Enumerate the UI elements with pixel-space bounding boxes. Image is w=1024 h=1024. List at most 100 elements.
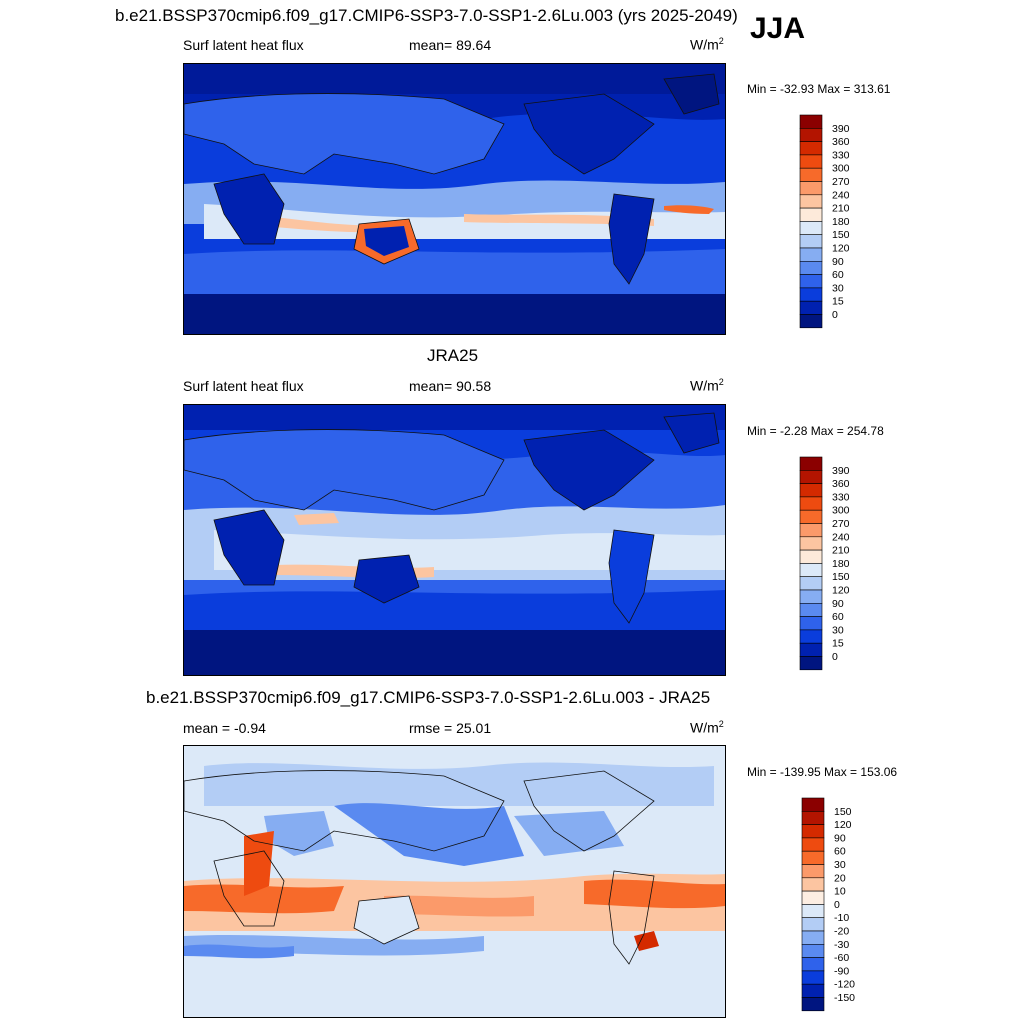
colorbar-tick-label: -120 [834,979,855,991]
colorbar-swatch [801,837,825,852]
colorbar-tick-label: 15 [832,638,844,650]
colorbar-tick-label: 120 [832,243,850,255]
colorbar-tick-label: -10 [834,912,849,924]
colorbar-tick-label: 330 [832,491,850,503]
colorbar-swatch [799,656,823,671]
colorbar-swatch [801,983,825,998]
colorbar-tick-label: 120 [832,585,850,597]
colorbar-tick-label: 150 [832,571,850,583]
colorbar-swatch [799,234,823,249]
colorbar-swatch [801,917,825,932]
colorbar-swatch [801,904,825,919]
colorbar-swatch [801,930,825,945]
panel-1-map [183,63,726,335]
colorbar-tick-label: 90 [832,598,844,610]
panel-2-minmax: Min = -2.28 Max = 254.78 [747,424,884,438]
colorbar-swatch [799,589,823,604]
colorbar-swatch [799,167,823,182]
panel-3-map-field [184,746,725,1017]
panel-1-map-field [184,64,725,334]
colorbar-swatch [801,864,825,879]
colorbar-tick-label: 10 [834,886,846,898]
colorbar-swatch [799,576,823,591]
colorbar-swatch [799,536,823,551]
colorbar-swatch [799,523,823,538]
panel-1-mean: mean= 89.64 [409,37,492,53]
colorbar-tick-label: 90 [832,256,844,268]
colorbar-tick-label: -60 [834,952,849,964]
panel-3-rmse: rmse = 25.01 [409,720,492,736]
colorbar-tick-label: -30 [834,939,849,951]
colorbar-swatch [799,114,823,129]
panel-1-colorbar: 390 360 330 300 270 240 210 180 150 120 90 60 30 15 0 [799,114,870,329]
colorbar-tick-label: 150 [832,229,850,241]
colorbar-swatch [801,957,825,972]
panel-3-mean: mean = -0.94 [183,720,266,736]
colorbar-swatch [799,509,823,524]
colorbar-swatch [799,603,823,617]
colorbar-tick-label: 390 [832,123,850,135]
panel-2-title: JRA25 [427,346,479,365]
panel-2-variable-label: Surf latent heat flux [183,378,304,394]
colorbar-tick-label: 15 [832,296,844,308]
panel-1-units: W/m2 [690,36,724,53]
colorbar-swatch [799,194,823,209]
colorbar-swatch [799,247,823,262]
colorbar-swatch [799,274,823,289]
colorbar-swatch [799,456,823,471]
colorbar-tick-label: 30 [832,624,844,636]
colorbar-swatch [799,261,823,275]
colorbar-tick-label: -90 [834,965,849,977]
colorbar-tick-label: 240 [832,531,850,543]
colorbar-tick-label: 300 [832,163,850,175]
colorbar-tick-label: 360 [832,136,850,148]
colorbar-swatch [799,496,823,511]
colorbar-swatch [799,207,823,222]
colorbar-swatch [799,616,823,631]
colorbar-swatch [801,944,825,958]
colorbar-tick-label: 20 [834,872,846,884]
colorbar-tick-label: 60 [834,846,846,858]
panel-3-title: b.e21.BSSP370cmip6.f09_g17.CMIP6-SSP3-7.… [146,688,711,707]
colorbar-swatch [801,824,825,839]
colorbar-swatch [801,850,825,865]
colorbar-tick-label: 90 [834,832,846,844]
colorbar-tick-label: 210 [832,203,850,215]
panel-2-colorbar: 390 360 330 300 270 240 210 180 150 120 90 60 30 15 0 [799,456,870,671]
colorbar-swatch [799,470,823,484]
panel-2-map [183,404,726,676]
colorbar-tick-label: -20 [834,926,849,938]
colorbar-swatch [801,890,825,905]
colorbar-tick-label: 180 [832,216,850,228]
colorbar-tick-label: 60 [832,269,844,281]
colorbar-tick-label: 30 [832,282,844,294]
colorbar-swatch [799,483,823,498]
colorbar-swatch [801,970,825,985]
colorbar-tick-label: 30 [834,859,846,871]
panel-3-colorbar: 150 120 90 60 30 20 10 0 -10 -20 -30 -60 -90 -120 -150 [801,797,872,1012]
colorbar-tick-label: -150 [834,992,855,1004]
colorbar-swatch [801,811,825,825]
colorbar-swatch [799,221,823,236]
panel-1-title: b.e21.BSSP370cmip6.f09_g17.CMIP6-SSP3-7.… [115,6,738,25]
colorbar-swatch [799,563,823,578]
colorbar-tick-label: 390 [832,465,850,477]
colorbar-swatch [799,549,823,564]
colorbar-swatch [799,314,823,329]
panel-3-minmax: Min = -139.95 Max = 153.06 [747,765,898,779]
colorbar-tick-label: 240 [832,189,850,201]
colorbar-swatch [801,997,825,1012]
colorbar-tick-label: 0 [832,651,838,663]
colorbar-tick-label: 180 [832,558,850,570]
colorbar-tick-label: 0 [834,899,840,911]
panel-2-units: W/m2 [690,377,724,394]
colorbar-tick-label: 270 [832,176,850,188]
colorbar-tick-label: 120 [834,819,852,831]
colorbar-tick-label: 300 [832,505,850,517]
colorbar-swatch [799,287,823,302]
colorbar-tick-label: 330 [832,149,850,161]
colorbar-swatch [799,181,823,196]
colorbar-swatch [799,629,823,644]
panel-2-mean: mean= 90.58 [409,378,492,394]
panel-1-variable-label: Surf latent heat flux [183,37,304,53]
